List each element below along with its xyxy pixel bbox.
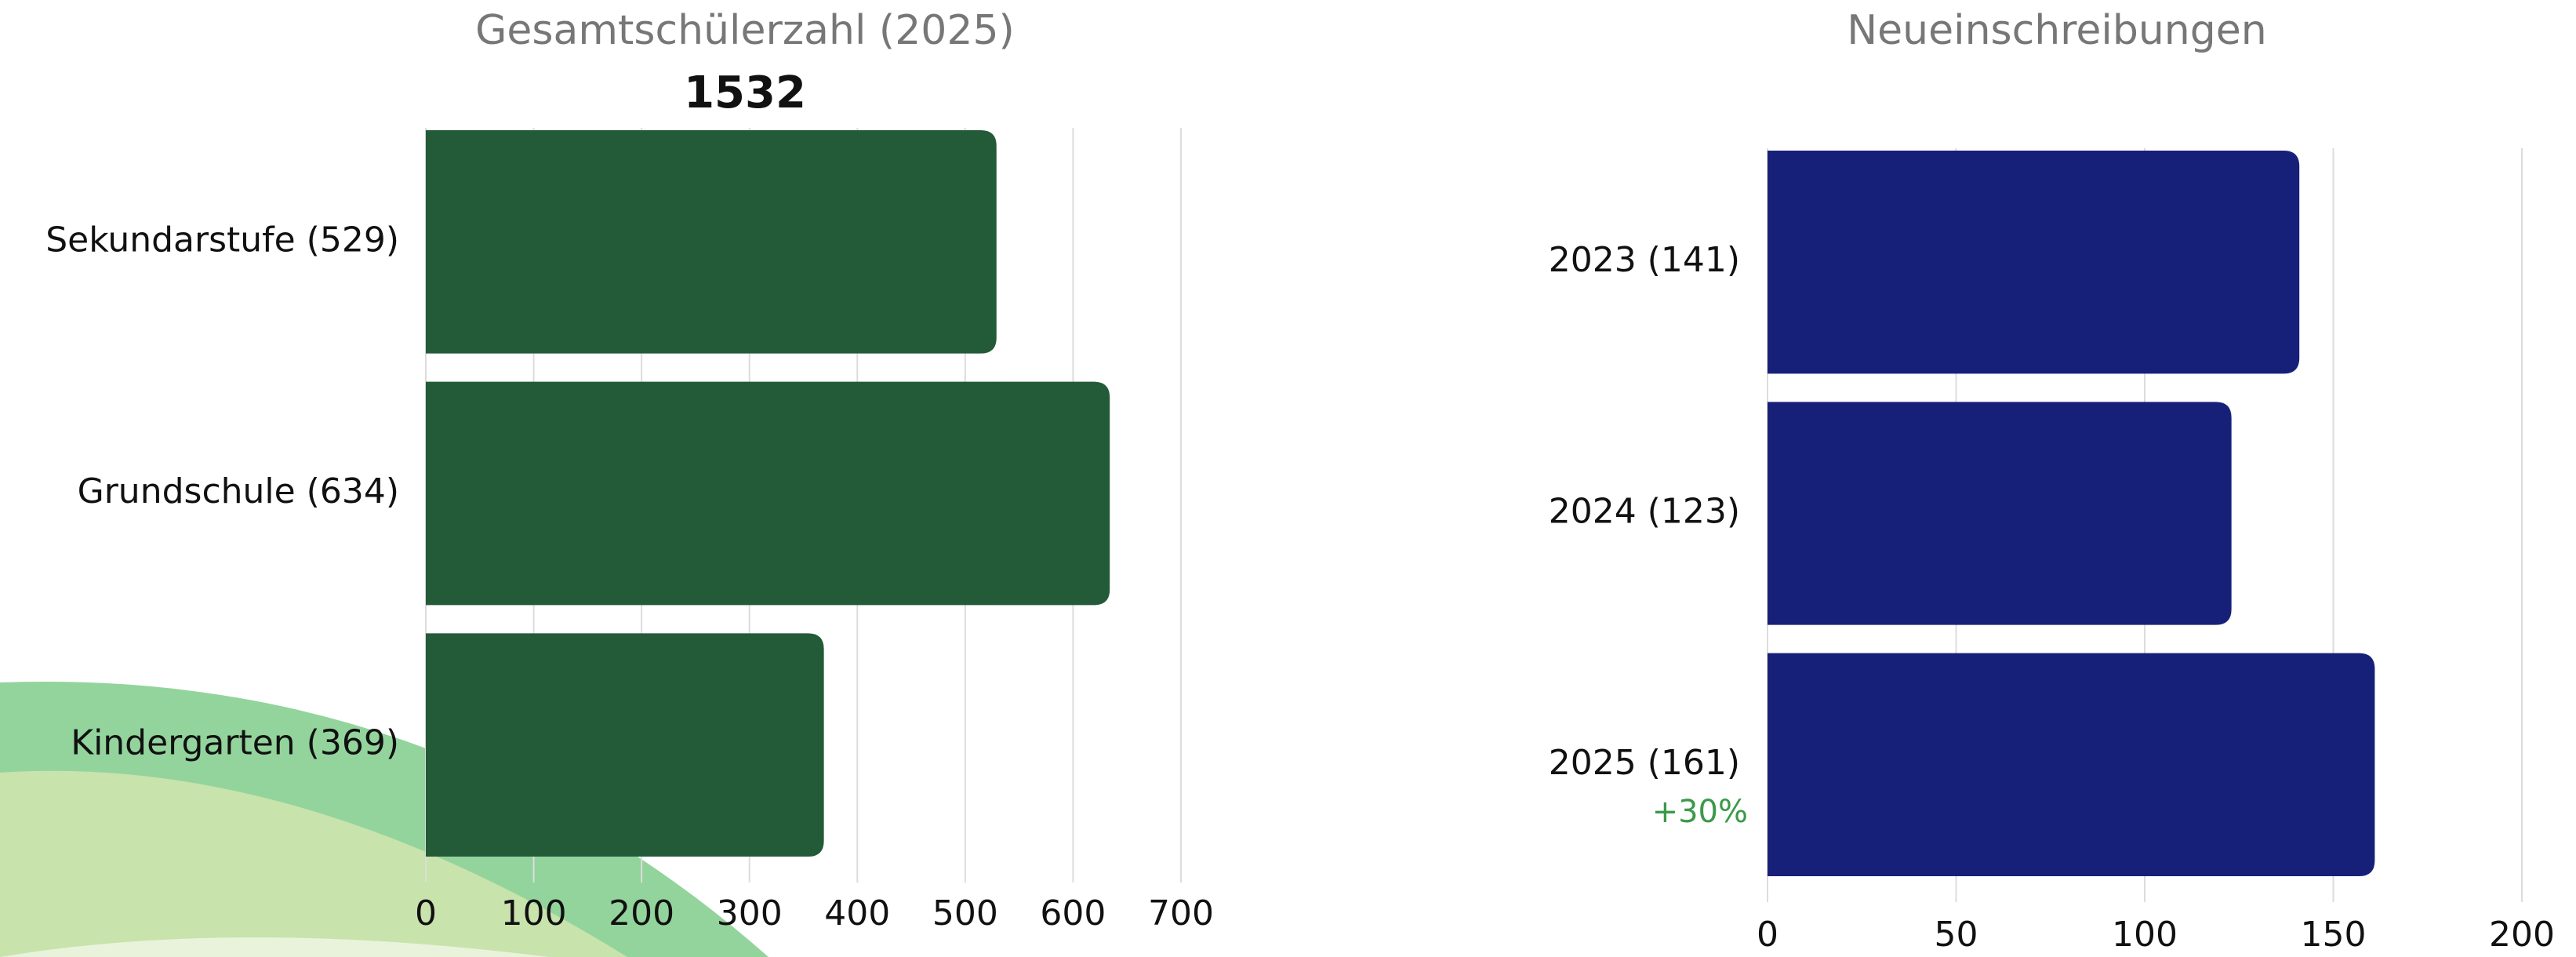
x-tick-label: 0 bbox=[415, 893, 437, 933]
bar bbox=[1768, 402, 2232, 625]
x-tick-label: 0 bbox=[1757, 915, 1778, 955]
annotation: +30% bbox=[1652, 794, 1748, 830]
category-label: Sekundarstufe (529) bbox=[45, 220, 399, 260]
x-tick-label: 150 bbox=[2301, 915, 2367, 955]
category-label: Grundschule (634) bbox=[78, 471, 399, 511]
x-tick-label: 700 bbox=[1148, 893, 1214, 933]
category-label: Kindergarten (369) bbox=[71, 723, 399, 763]
category-label: 2024 (123) bbox=[1549, 492, 1740, 532]
x-tick-label: 300 bbox=[717, 893, 783, 933]
bar bbox=[426, 130, 997, 354]
category-label: 2025 (161) bbox=[1549, 743, 1740, 783]
bar bbox=[1768, 653, 2375, 876]
bar bbox=[1768, 151, 2300, 374]
chart: 0 100 200 300 400 500 600 700 Sekundarstufe (529… bbox=[45, 7, 1214, 933]
chart-title: Neueinschreibungen bbox=[1847, 7, 2266, 54]
background-arc bbox=[0, 770, 627, 957]
chart: 0 50 100 150 200 2023 (141) 2024 (123) 2025 (16… bbox=[1549, 7, 2555, 955]
background-arc bbox=[0, 937, 549, 957]
bar bbox=[426, 633, 824, 857]
x-tick-label: 500 bbox=[932, 893, 998, 933]
category-label: 2023 (141) bbox=[1549, 240, 1740, 280]
x-tick-label: 50 bbox=[1935, 915, 1978, 955]
bar bbox=[426, 381, 1110, 606]
x-tick-label: 200 bbox=[609, 893, 674, 933]
chart-title: Gesamtschülerzahl (2025) bbox=[475, 7, 1015, 54]
decoration bbox=[0, 681, 768, 957]
x-tick-label: 600 bbox=[1040, 893, 1106, 933]
chart-subtitle: 1532 bbox=[684, 67, 806, 118]
x-tick-label: 400 bbox=[824, 893, 890, 933]
x-tick-label: 100 bbox=[501, 893, 567, 933]
x-tick-label: 200 bbox=[2489, 915, 2555, 955]
x-tick-label: 100 bbox=[2112, 915, 2178, 955]
